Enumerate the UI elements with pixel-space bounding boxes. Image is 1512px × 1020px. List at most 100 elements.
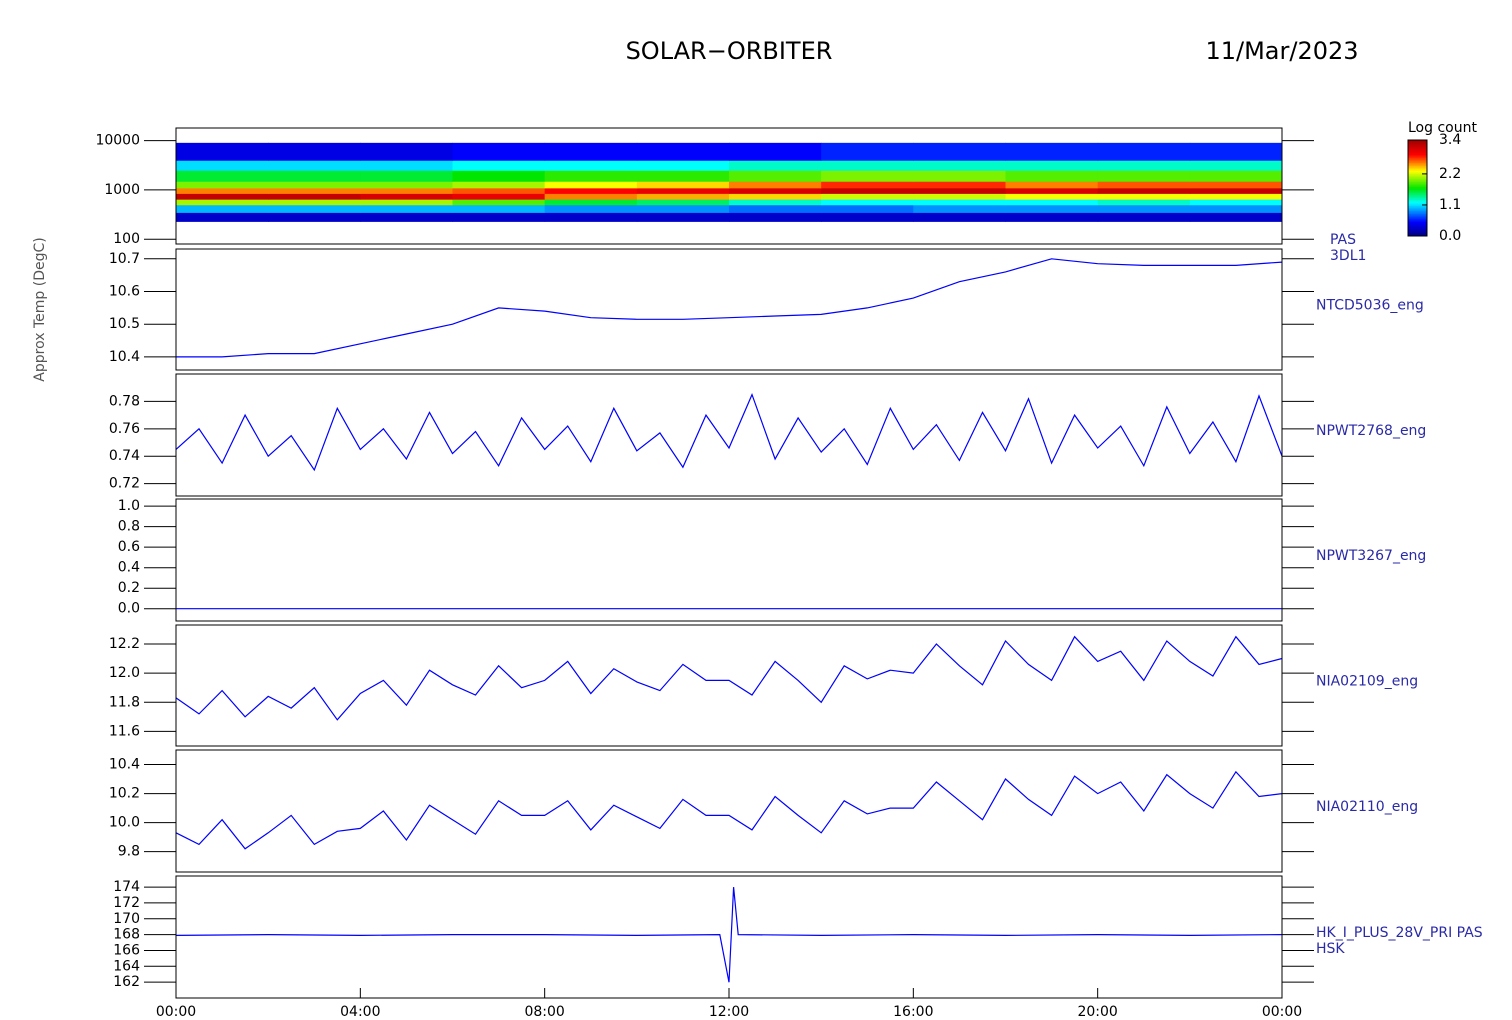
heatmap-cell	[636, 181, 730, 189]
heatmap-cell	[268, 199, 361, 206]
heatmap-cell	[729, 199, 822, 206]
heatmap-cell	[821, 160, 914, 171]
colorbar-frame	[1407, 139, 1428, 237]
colorbar-step	[1408, 181, 1427, 184]
colorbar-step	[1408, 180, 1427, 183]
heatmap-cell	[913, 181, 1006, 189]
panel-label: NTCD5036_eng	[1316, 298, 1424, 314]
x-tick-label: 20:00	[1077, 1004, 1117, 1020]
heatmap-cell	[821, 187, 914, 194]
heatmap-cell	[544, 142, 638, 161]
x-tick-label: 12:00	[709, 1004, 749, 1020]
heatmap-cell	[821, 142, 914, 161]
heatmap-cell	[1189, 160, 1283, 171]
y-tick-label: 10000	[95, 133, 140, 149]
heatmap-cell	[636, 187, 730, 194]
heatmap-cell	[1097, 160, 1191, 171]
colorbar-step	[1408, 188, 1427, 191]
y-tick-label: 10.7	[109, 251, 140, 267]
heatmap-cell	[176, 142, 269, 161]
y-tick-label: 174	[113, 879, 140, 895]
heatmap-cell	[1189, 142, 1283, 161]
colorbar-step	[1408, 229, 1427, 232]
heatmap-cell	[1005, 170, 1099, 182]
colorbar-tick-label: 0.0	[1439, 228, 1461, 244]
colorbar-step	[1408, 178, 1427, 181]
colorbar-step	[1408, 176, 1427, 179]
x-tick-label: 00:00	[1262, 1004, 1302, 1020]
colorbar-step	[1408, 196, 1427, 199]
heatmap-cell	[1189, 170, 1283, 182]
heatmap-cell	[452, 142, 546, 161]
heatmap-cell	[1097, 199, 1191, 206]
heatmap-cell	[913, 204, 1006, 213]
colorbar-step	[1408, 226, 1427, 229]
heatmap-cell	[268, 187, 361, 194]
heatmap-cell	[360, 204, 453, 213]
heatmap-cell	[636, 160, 730, 171]
heatmap-cell	[913, 187, 1006, 194]
colorbar-step	[1408, 167, 1427, 170]
heatmap-cell	[360, 212, 453, 222]
colorbar-step	[1408, 148, 1427, 151]
y-tick-label: 10.4	[109, 349, 140, 365]
heatmap-cell	[913, 193, 1006, 200]
y-tick-label: 0.76	[109, 421, 140, 437]
heatmap-cell	[1097, 142, 1191, 161]
heatmap-cell	[360, 142, 453, 161]
heatmap-cell	[452, 212, 546, 222]
heatmap-cell	[544, 212, 638, 222]
colorbar-step	[1408, 202, 1427, 205]
colorbar-step	[1408, 173, 1427, 176]
y-axis-label: Approx Temp (DegC)	[32, 237, 48, 381]
data-line	[175, 770, 1283, 850]
heatmap-cell	[1005, 193, 1099, 200]
heatmap-cell	[913, 170, 1006, 182]
panel-label: NPWT2768_eng	[1316, 423, 1426, 439]
heatmap-cell	[636, 193, 730, 200]
heatmap-cell	[821, 212, 914, 222]
heatmap-cell	[1097, 170, 1191, 182]
heatmap-cell	[176, 212, 269, 222]
heatmap-cell	[176, 181, 269, 189]
heatmap-cell	[1189, 204, 1283, 213]
panel-frame	[175, 248, 1283, 371]
heatmap-cell	[452, 193, 546, 200]
y-tick-label: 10.2	[109, 786, 140, 802]
y-tick-label: 11.8	[109, 694, 140, 710]
data-line	[176, 258, 1283, 358]
colorbar-step	[1408, 199, 1427, 202]
heatmap-cell	[729, 142, 822, 161]
y-tick-label: 10.4	[109, 757, 140, 773]
panel-frame	[175, 749, 1283, 873]
colorbar-step	[1408, 197, 1427, 200]
panel-label: HK_I_PLUS_28V_PRI PAS	[1316, 925, 1483, 941]
heatmap-cell	[821, 204, 914, 213]
colorbar-step	[1408, 215, 1427, 218]
heatmap-cell	[729, 170, 822, 182]
colorbar-step	[1408, 191, 1427, 194]
colorbar-step	[1408, 165, 1427, 168]
y-tick-label: 10.5	[109, 316, 140, 332]
y-tick-label: 1.0	[118, 498, 140, 514]
heatmap-cell	[729, 187, 822, 194]
heatmap-cell	[1189, 181, 1283, 189]
colorbar-step	[1408, 184, 1427, 187]
colorbar-step	[1408, 220, 1427, 223]
colorbar-step	[1408, 218, 1427, 221]
panel-label: NIA02109_eng	[1316, 674, 1418, 690]
heatmap-cell	[636, 170, 730, 182]
y-tick-label: 0.2	[118, 580, 140, 596]
heatmap-cell	[1097, 204, 1191, 213]
panel-frame	[175, 624, 1283, 747]
heatmap-cell	[636, 204, 730, 213]
colorbar-step	[1408, 143, 1427, 146]
heatmap-cell	[176, 160, 269, 171]
panel-label: HSK	[1316, 941, 1345, 957]
colorbar-step	[1408, 221, 1427, 224]
heatmap-cell	[1189, 187, 1283, 194]
panel-label: PAS	[1330, 232, 1356, 248]
heatmap-cell	[636, 199, 730, 206]
colorbar-step	[1408, 164, 1427, 167]
colorbar-step	[1408, 207, 1427, 210]
